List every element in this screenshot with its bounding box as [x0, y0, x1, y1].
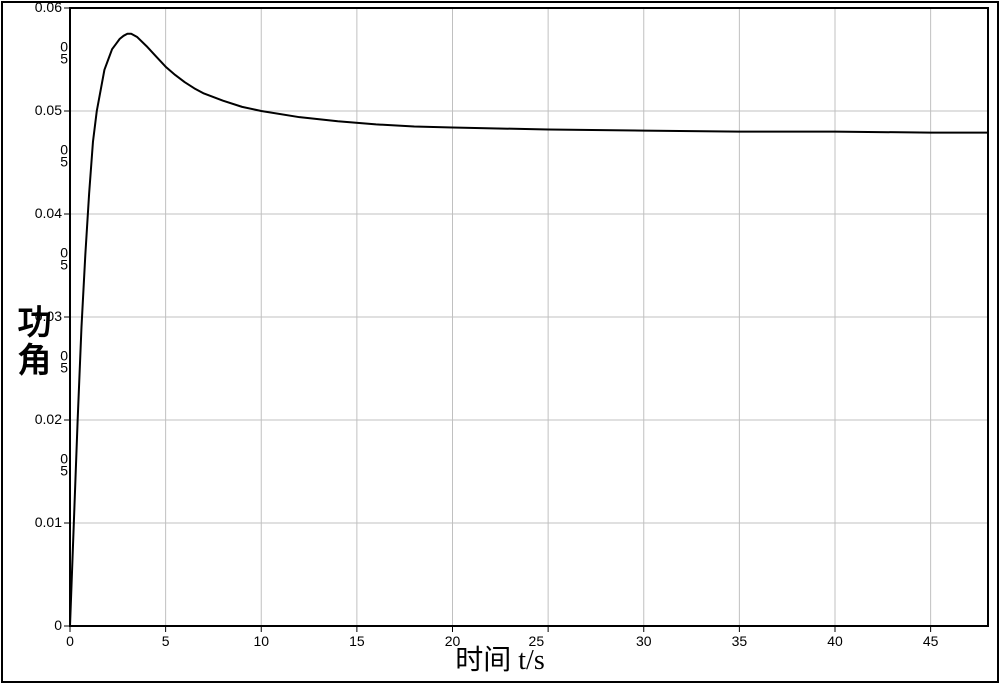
ytick-label: 0.05 [35, 102, 62, 118]
xtick-label: 15 [349, 633, 365, 649]
xtick-label: 0 [66, 633, 74, 649]
y-axis-label: 功角 [6, 304, 55, 380]
chart-container: 051015203035404500.010.020.030.040.050.0… [0, 0, 1000, 684]
ytick-label-fragment: 0 [60, 348, 68, 364]
xtick-label: 10 [253, 633, 269, 649]
ytick-label: 0 [54, 617, 62, 633]
line-chart: 051015203035404500.010.020.030.040.050.0… [0, 0, 1000, 684]
xtick-label: 30 [636, 633, 652, 649]
xtick-label: 5 [162, 633, 170, 649]
ytick-label-fragment: 0 [60, 245, 68, 261]
ytick-label-fragment: 0 [60, 451, 68, 467]
ytick-label-fragment: 0 [60, 39, 68, 55]
x-axis-label: 时间 t/s [455, 638, 544, 678]
ytick-label: 0.06 [35, 0, 62, 15]
xtick-label: 35 [732, 633, 748, 649]
xtick-label: 40 [827, 633, 843, 649]
xtick-label: 45 [923, 633, 939, 649]
ytick-label: 0.04 [35, 205, 62, 221]
ytick-label: 0.01 [35, 514, 62, 530]
ytick-label: 0.02 [35, 411, 62, 427]
ytick-label-fragment: 0 [60, 142, 68, 158]
